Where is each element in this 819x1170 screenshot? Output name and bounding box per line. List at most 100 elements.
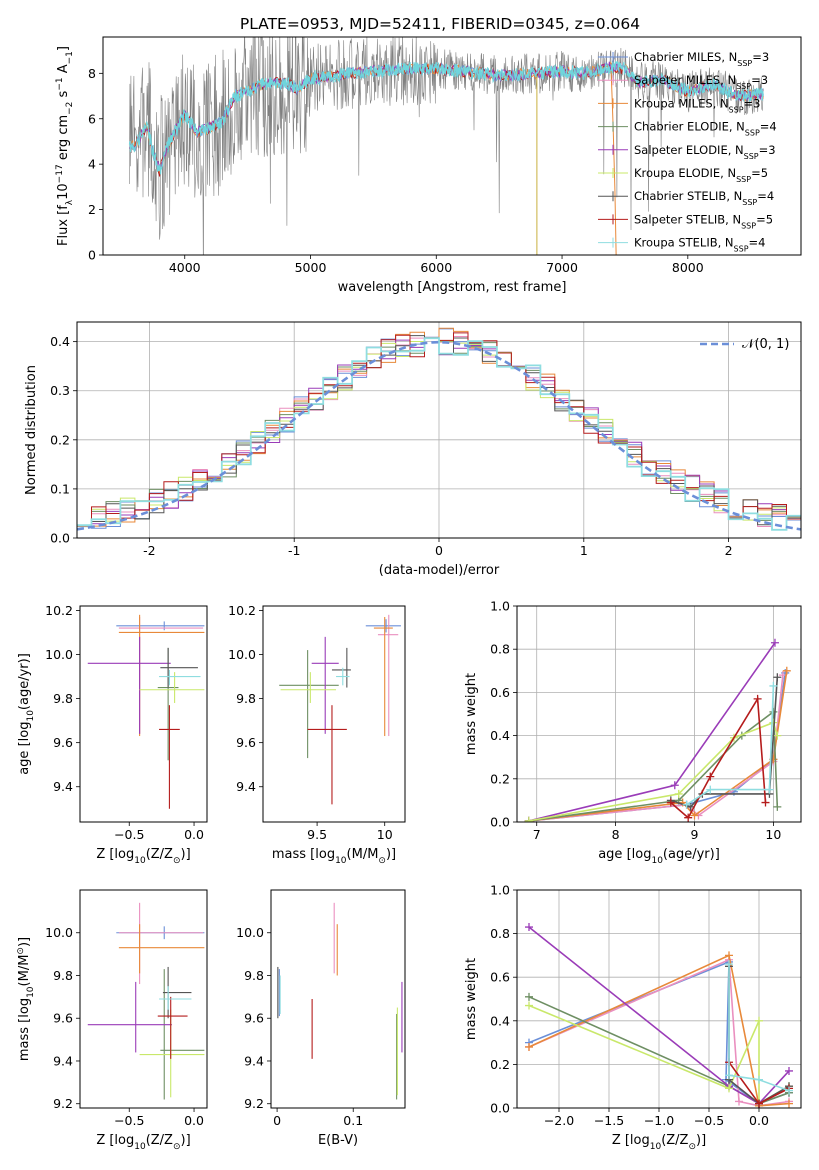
y-tick-label: 0.4: [50, 334, 70, 349]
x-tick-label: 9: [691, 827, 699, 842]
x-tick-label: 7000: [546, 260, 578, 275]
weight-point-marker: [769, 707, 778, 716]
y-tick-label: 8: [88, 66, 96, 81]
plot-area: [279, 614, 401, 805]
weight-point-marker: [773, 731, 782, 740]
y-tick-label: 9.4: [244, 1053, 264, 1068]
plot-area: [525, 923, 793, 1108]
weight-point-marker: [755, 1099, 763, 1108]
y-tick-label: 10.0: [45, 925, 73, 940]
residual-histogram: [77, 337, 801, 531]
y-tick-label: 10.2: [228, 603, 256, 618]
y-tick-label: 9.8: [244, 968, 264, 983]
y-axis-label: mass [log10(M/M⊙)]: [16, 937, 36, 1061]
error-bar-point: [162, 966, 192, 1019]
observed-spectrum-line: [129, 37, 764, 255]
error-bar-point: [373, 617, 393, 737]
error-bar-point: [159, 986, 192, 1010]
y-axis-label: age [log10(age/yr)]: [17, 653, 36, 775]
error-bar-point: [118, 617, 204, 734]
y-tick-label: 9.6: [236, 735, 256, 750]
weight-point-marker: [782, 666, 791, 675]
error-bar-point: [157, 996, 188, 1059]
spike-line: [610, 71, 617, 255]
weight-point-marker: [761, 798, 770, 807]
x-axis-label: (data-model)/error: [379, 563, 500, 578]
y-tick-label: 2: [88, 202, 96, 217]
y-tick-label: 0.0: [490, 815, 510, 830]
mass-vs-ebv-panel: 0 0.1 9.2 9.4 9.6 9.8 10.0 E(B-V): [236, 889, 406, 1148]
y-tick-label: 0.3: [50, 383, 70, 398]
error-bar-point: [160, 969, 205, 1100]
y-tick-label: 1.0: [490, 883, 510, 898]
figure-title: PLATE=0953, MJD=52411, FIBERID=0345, z=0…: [240, 15, 640, 33]
x-tick-label: 0.1: [343, 1113, 363, 1128]
error-bar-point: [336, 667, 350, 686]
weight-point-marker: [525, 923, 533, 932]
axes-frame: [79, 605, 208, 823]
age-vs-metallicity-panel: −0.5 0.0 9.4 9.6 9.8 10.0 10.2 Z [log10(Z/Z⊙)] a…: [17, 603, 208, 866]
x-tick-label: 8000: [672, 260, 704, 275]
weight-point-marker: [706, 772, 715, 781]
x-tick-label: 2: [725, 543, 733, 558]
error-bar-point: [118, 902, 204, 985]
error-bar-point: [307, 705, 347, 805]
gaussian-reference-curve: [77, 340, 801, 531]
weight-point-marker: [524, 816, 533, 822]
y-tick-label: 0.2: [490, 771, 510, 786]
x-tick-label: 0: [273, 1113, 281, 1128]
axes-frame: [516, 605, 802, 823]
weight-point-marker: [735, 1097, 743, 1106]
y-tick-label: 0: [88, 248, 96, 263]
weight-point-marker: [525, 1042, 533, 1051]
x-tick-label: −1.5: [594, 1113, 624, 1128]
x-tick-label: −0.5: [114, 827, 144, 842]
y-tick-label: 4: [88, 157, 96, 172]
weight-point-marker: [725, 1084, 733, 1093]
x-axis-label: E(B-V): [318, 1133, 358, 1148]
axes-frame: [262, 605, 406, 823]
y-axis-label: mass weight: [464, 673, 479, 755]
error-bar-point: [139, 672, 205, 703]
error-bar-point: [118, 614, 205, 737]
y-tick-label: 9.4: [53, 1053, 73, 1068]
weight-point-marker: [674, 789, 683, 798]
plot-area: [87, 614, 205, 809]
y-tick-label: 9.8: [53, 968, 73, 983]
weight-point-marker: [706, 785, 715, 794]
plot-area: [128, 37, 764, 255]
weight-series: [666, 694, 770, 822]
weight-point-marker: [684, 813, 693, 822]
legend-entry-label: Kroupa STELIB, NSSP=4: [634, 236, 765, 254]
y-tick-label: 0.2: [490, 1057, 510, 1072]
legend-entry-label: Kroupa ELODIE, NSSP=5: [634, 166, 768, 184]
weight-series: [524, 671, 787, 822]
x-tick-label: −2.0: [544, 1113, 574, 1128]
weight-point-marker: [770, 638, 779, 647]
y-tick-label: 1.0: [490, 599, 510, 614]
x-axis-label: wavelength [Angstrom, rest frame]: [338, 280, 567, 295]
x-tick-label: -1: [288, 543, 300, 558]
residual-histogram: [77, 327, 801, 527]
weight-series: [525, 951, 793, 1108]
y-tick-label: 0.8: [490, 926, 510, 941]
error-bar-point: [377, 614, 399, 737]
weight-point-marker: [785, 1099, 793, 1108]
weight-point-marker: [670, 781, 679, 790]
weight-series-line: [728, 964, 790, 1092]
weight-point-marker: [773, 673, 782, 682]
y-tick-label: 0.6: [490, 685, 510, 700]
legend-entry-label: Salpeter ELODIE, NSSP=3: [634, 143, 776, 161]
y-tick-label: 0.4: [490, 728, 510, 743]
weight-point-marker: [666, 798, 675, 807]
weight-series: [524, 718, 782, 822]
x-tick-label: 0.0: [184, 827, 204, 842]
legend-entry-label: Chabrier ELODIE, NSSP=4: [634, 120, 777, 138]
weight-point-marker: [755, 1016, 763, 1025]
error-bar-point: [365, 619, 401, 633]
weight-series-line: [528, 672, 786, 822]
x-tick-label: 10: [377, 827, 393, 842]
model-spectrum-line: [128, 60, 764, 175]
weight-series: [682, 681, 778, 809]
x-axis-label: mass [log10(M/M⊙)]: [272, 847, 396, 866]
